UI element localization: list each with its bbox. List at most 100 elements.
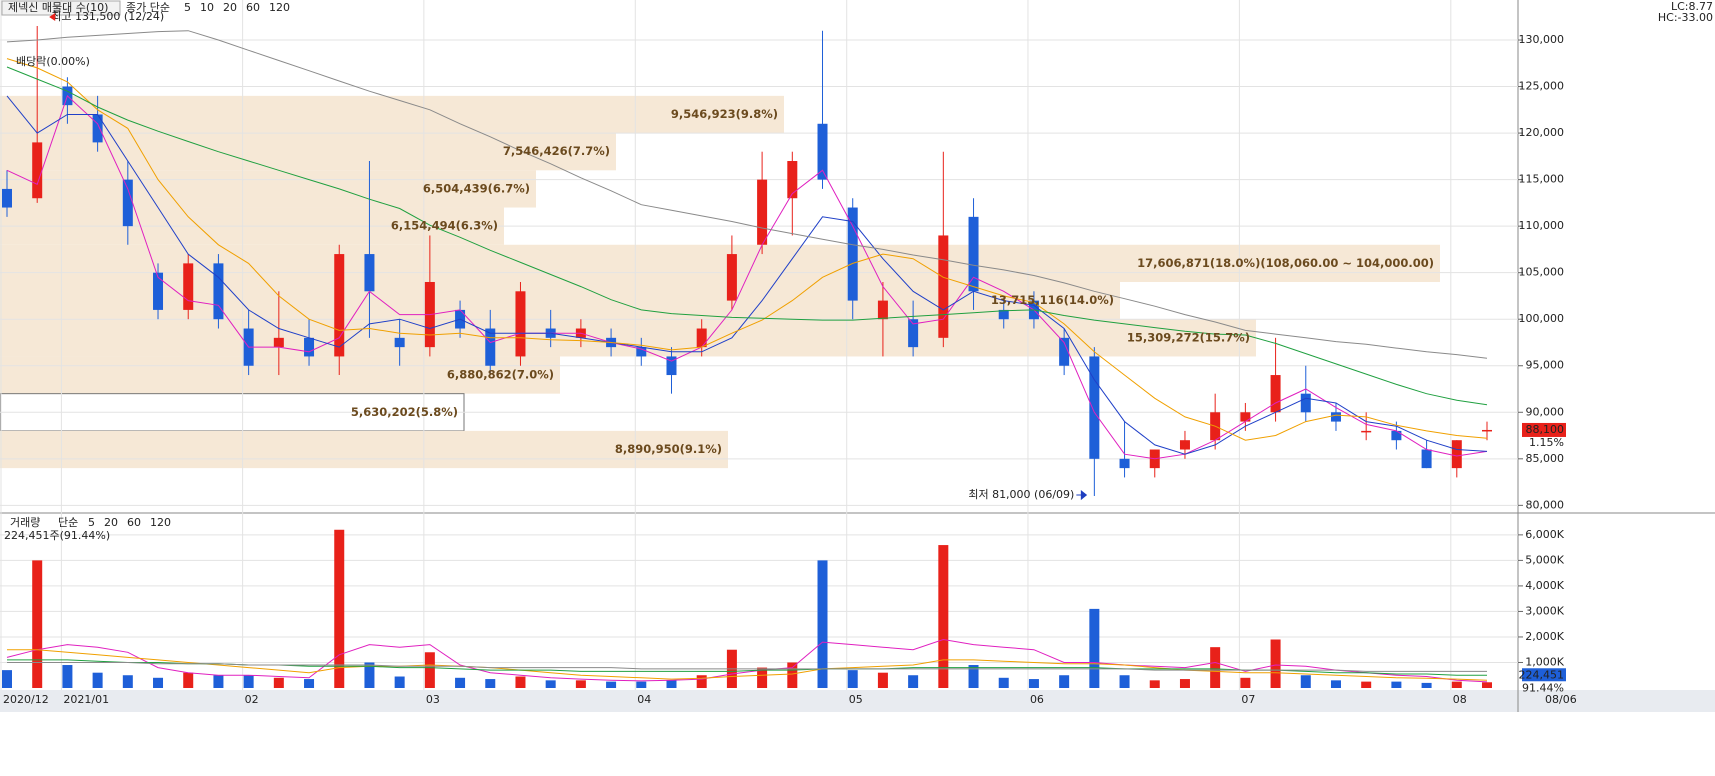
volume-bar <box>2 670 12 688</box>
volume-bar <box>1330 680 1341 688</box>
candle-body <box>726 254 737 301</box>
y-tick-label: 105,000 <box>1519 266 1565 279</box>
ma-line <box>6 95 1488 460</box>
candle-body <box>968 216 979 292</box>
y-tick-label: 95,000 <box>1526 359 1565 372</box>
y-tick-label: 2,000K <box>1525 630 1564 643</box>
candle-body <box>122 179 133 227</box>
volume-bar <box>122 675 133 688</box>
candle-body <box>1270 375 1281 413</box>
volume-bar <box>1361 681 1372 688</box>
candle-body <box>908 319 919 348</box>
candle-body <box>666 356 677 376</box>
volume-bar <box>1421 682 1432 688</box>
candle-body <box>1240 412 1251 422</box>
volume-bar <box>153 677 164 688</box>
volume-bar <box>787 662 798 688</box>
candle-body <box>92 114 103 143</box>
y-tick-label: 90,000 <box>1526 405 1565 418</box>
volume-bar <box>1119 675 1130 688</box>
legend-entry: 5 <box>184 1 191 14</box>
legend-entry: 20 <box>223 1 237 14</box>
volume-bar <box>183 672 194 688</box>
volume-bar <box>696 675 707 688</box>
candle-body <box>636 347 647 357</box>
candle-body <box>2 188 12 208</box>
volume-bar <box>938 545 949 688</box>
volume-bar <box>666 680 677 688</box>
band-label: 13,715,116(14.0%) <box>991 293 1114 307</box>
band-label: 15,309,272(15.7%) <box>1127 330 1250 344</box>
price-band <box>0 170 536 208</box>
mark-layer <box>2 26 1492 688</box>
x-tick-label: 2021/01 <box>63 693 109 706</box>
volume-bar <box>968 665 979 688</box>
volume-bar <box>636 681 647 688</box>
volume-bar <box>757 667 768 688</box>
volume-bar <box>273 677 284 688</box>
volume-bar <box>1482 682 1492 688</box>
y-tick-label: 6,000K <box>1525 528 1564 541</box>
candle-body <box>817 123 828 180</box>
volume-bar <box>877 672 888 688</box>
band-label: 17,606,871(18.0%)(108,060.00 ~ 104,000.0… <box>1137 256 1434 270</box>
volume-bar <box>455 677 466 688</box>
legend-entry: 10 <box>200 1 214 14</box>
volume-bar <box>998 677 1009 688</box>
legend-title: 거래량 <box>10 516 40 529</box>
volume-bar <box>545 680 556 688</box>
band-label: 8,890,950(9.1%) <box>615 442 722 456</box>
ma-line <box>6 58 1488 441</box>
volume-bar <box>32 560 43 688</box>
candle-body <box>183 263 194 310</box>
candle-body <box>1330 412 1341 422</box>
candle-body <box>1451 440 1462 469</box>
volume-bar <box>847 670 858 688</box>
dividend-note: 배당락(0.00%) <box>16 55 90 68</box>
change-label: 1.15% <box>1529 436 1564 449</box>
candle-body <box>1361 430 1372 433</box>
candle-body <box>394 337 405 348</box>
candle-body <box>364 254 375 292</box>
candle-body <box>757 179 768 245</box>
y-tick-label: 4,000K <box>1525 579 1564 592</box>
y-tick-label: 85,000 <box>1526 452 1565 465</box>
high-arrow <box>49 13 56 22</box>
text-layer: 9,546,923(9.8%) 7,546,426(7.7%) 6,504,439(… <box>1 0 1713 706</box>
candle-body <box>304 337 315 357</box>
legend-entry: 120 <box>150 516 171 529</box>
last-volume-box <box>1522 668 1566 682</box>
volume-bar <box>515 676 526 688</box>
ma-line <box>7 662 1487 672</box>
candle-body <box>1421 449 1432 469</box>
candle-body <box>787 161 798 199</box>
volume-bar <box>1089 608 1100 688</box>
candle-body <box>998 309 1009 320</box>
volume-bar <box>1028 679 1039 688</box>
y-tick-label: 110,000 <box>1519 219 1565 232</box>
x-tick-label: 06 <box>1030 693 1044 706</box>
last-volume-label: 224,451 <box>1519 668 1565 681</box>
ratio-label: 91.44% <box>1522 681 1564 694</box>
volume-bar <box>1149 680 1160 688</box>
band-label: 5,630,202(5.8%) <box>351 405 458 419</box>
price-band <box>0 95 784 134</box>
legend-prefix: 종가 단순 <box>126 1 170 14</box>
low-note: 최저 81,000 (06/09) <box>968 488 1074 501</box>
volume-bar <box>1210 647 1221 688</box>
band-label: 9,546,923(9.8%) <box>671 107 778 121</box>
candle-body <box>1482 429 1492 432</box>
y-tick-label: 5,000K <box>1525 553 1564 566</box>
legend-entry: 120 <box>269 1 290 14</box>
volume-bar <box>1270 639 1281 688</box>
volume-bar <box>817 560 828 688</box>
candle-body <box>515 291 526 357</box>
y-tick-label: 115,000 <box>1519 173 1565 186</box>
legend-entry: 60 <box>127 516 141 529</box>
candle-body <box>1119 458 1130 469</box>
candle-body <box>334 254 345 357</box>
lc-label: LC:8.77 <box>1671 0 1713 13</box>
volume-bar <box>424 652 435 688</box>
volume-bar <box>1391 681 1402 688</box>
